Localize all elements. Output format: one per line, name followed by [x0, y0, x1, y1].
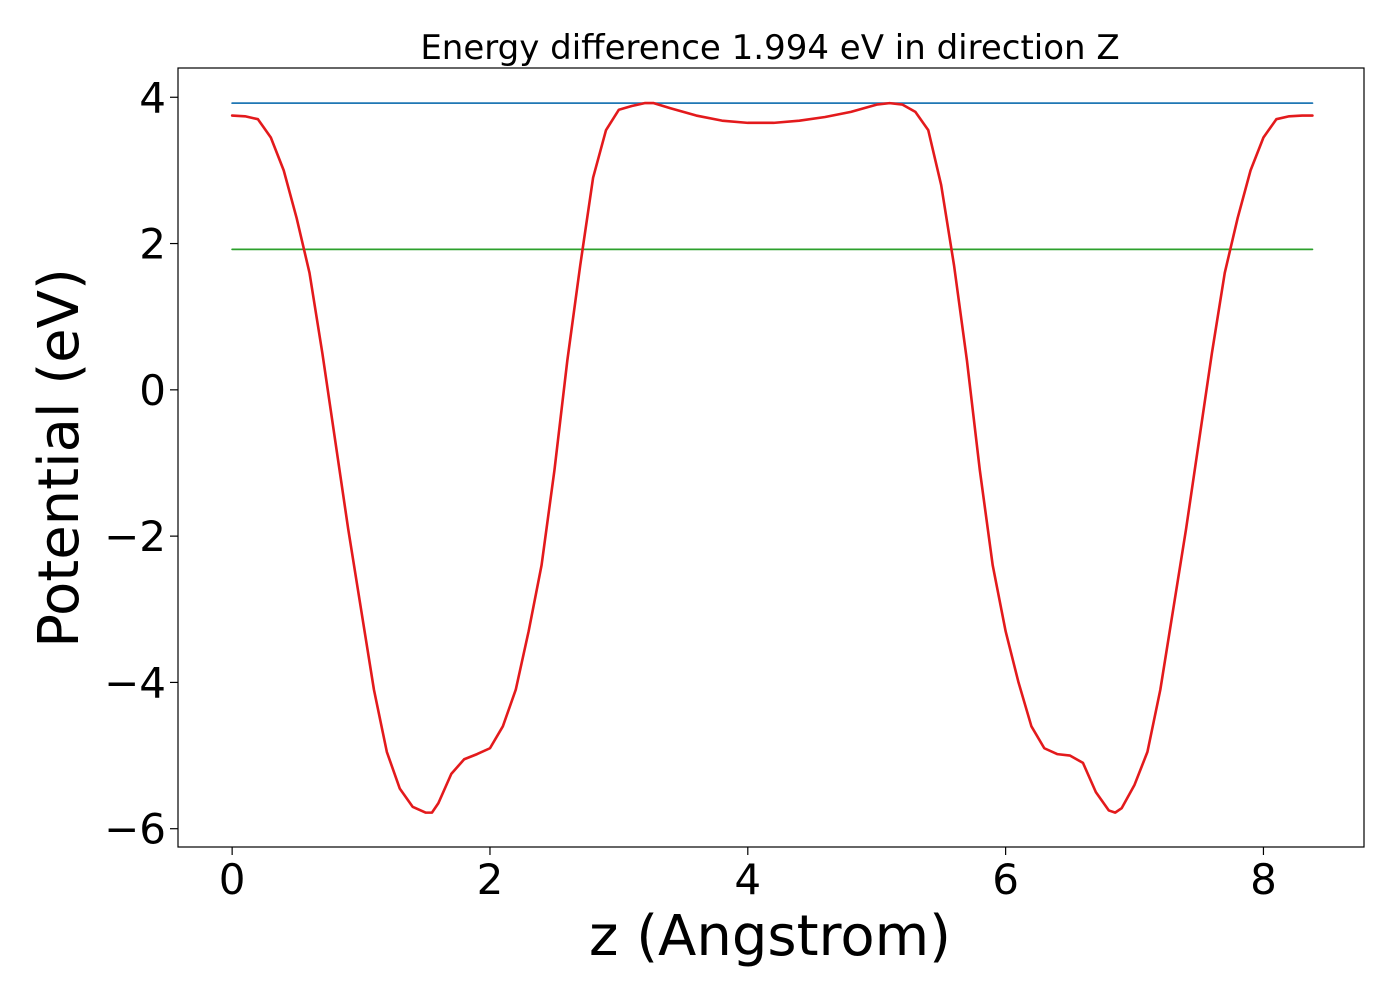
- y-tick-label: −6: [104, 805, 166, 854]
- x-tick-label: 8: [1250, 855, 1277, 904]
- series-line-0: [230, 101, 1314, 814]
- y-tick-label: −2: [104, 512, 166, 561]
- y-tick-label: 0: [139, 366, 166, 415]
- y-tick-label: 4: [139, 73, 166, 122]
- y-axis-title: Potential (eV): [27, 268, 92, 648]
- y-tick-label: −4: [104, 658, 166, 707]
- y-tick-label: 2: [139, 220, 166, 269]
- series-layer: [230, 101, 1314, 814]
- x-tick-label: 0: [219, 855, 246, 904]
- x-axis: 0 2 4 6 8: [219, 847, 1277, 904]
- x-axis-title: z (Angstrom): [589, 904, 951, 969]
- x-tick-label: 4: [734, 855, 761, 904]
- x-tick-label: 6: [992, 855, 1019, 904]
- chart-title: Energy difference 1.994 eV in direction …: [420, 28, 1119, 68]
- plot-frame: [177, 67, 1365, 848]
- y-axis: −6 −4 −2 0 2 4: [104, 73, 178, 854]
- x-tick-label: 2: [477, 855, 504, 904]
